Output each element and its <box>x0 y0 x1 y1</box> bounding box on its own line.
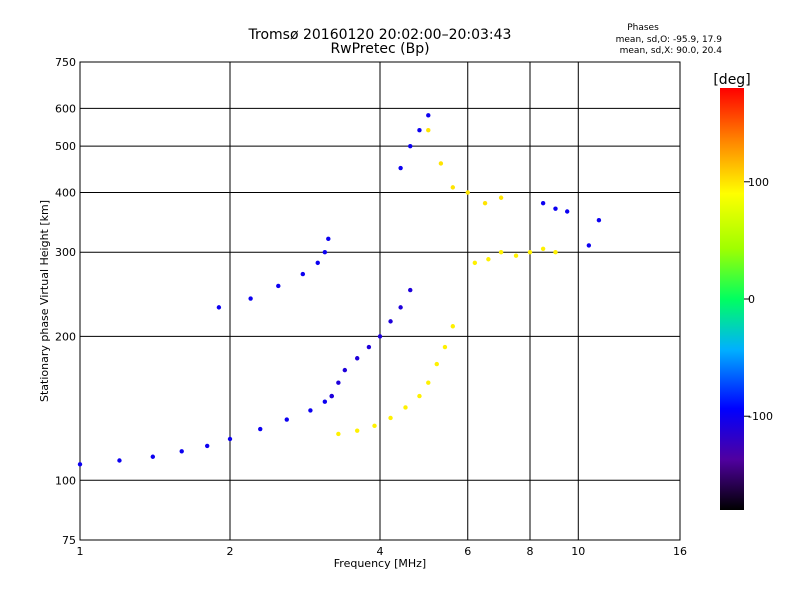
data-point <box>377 334 383 339</box>
data-point <box>366 344 372 350</box>
data-points <box>77 113 602 467</box>
data-point <box>300 271 306 277</box>
data-point <box>284 417 289 422</box>
data-point <box>465 190 470 195</box>
data-point <box>434 361 439 367</box>
data-point <box>258 426 263 432</box>
y-tick-label: 100 <box>55 474 76 487</box>
data-point <box>77 462 83 467</box>
colorbar: [deg] 100 0 -100 <box>713 72 773 510</box>
data-point <box>354 356 360 361</box>
x-tick-label: 16 <box>673 545 687 558</box>
data-point <box>398 165 403 171</box>
data-point <box>564 209 570 214</box>
y-axis-label: Stationary phase Virtual Height [km] <box>38 200 51 402</box>
data-point <box>540 200 546 206</box>
x-tick-label: 6 <box>464 545 471 558</box>
data-point <box>336 380 341 385</box>
x-axis-label: Frequency [MHz] <box>334 557 426 570</box>
data-point <box>417 127 422 133</box>
data-point <box>388 319 393 324</box>
data-point <box>322 399 328 404</box>
data-point <box>179 449 184 454</box>
data-point <box>248 296 253 301</box>
data-point <box>354 428 360 433</box>
data-point <box>403 405 408 410</box>
chart-subtitle: RwPretec (Bp) <box>330 41 429 57</box>
data-point <box>329 393 334 399</box>
data-point <box>513 253 519 258</box>
chart-title: Tromsø 20160120 20:02:00–20:03:43 <box>248 27 512 43</box>
grid-lines <box>80 62 680 540</box>
data-point <box>216 305 222 310</box>
colorbar-tick-label: 100 <box>748 176 769 189</box>
y-tick-label: 600 <box>55 102 76 115</box>
data-point <box>417 393 422 399</box>
y-tick-label: 300 <box>55 246 76 259</box>
data-point <box>372 423 377 429</box>
data-point <box>553 206 558 211</box>
x-tick-label: 1 <box>77 545 84 558</box>
data-point <box>322 250 328 255</box>
data-point <box>426 380 431 385</box>
data-point <box>498 250 504 255</box>
x-tick-label: 2 <box>227 545 234 558</box>
colorbar-gradient <box>720 88 744 510</box>
y-tick-label: 200 <box>55 330 76 343</box>
y-tick-label: 750 <box>55 56 76 69</box>
y-tick-label: 400 <box>55 186 76 199</box>
data-point <box>586 243 592 248</box>
data-point <box>498 195 504 200</box>
data-point <box>227 436 233 442</box>
data-point <box>204 443 210 449</box>
data-point <box>408 287 413 293</box>
data-point <box>482 200 488 206</box>
data-point <box>426 127 431 133</box>
data-point <box>426 113 431 118</box>
data-point <box>315 260 320 266</box>
x-axis-ticks: 1 2 4 6 8 10 16 <box>77 545 688 558</box>
data-point <box>408 143 413 149</box>
data-point <box>553 250 558 255</box>
data-point <box>472 260 478 266</box>
colorbar-tick-label: -100 <box>748 410 773 423</box>
data-point <box>450 185 456 190</box>
data-point <box>117 458 122 463</box>
y-tick-label: 75 <box>62 534 76 547</box>
data-point <box>336 431 341 437</box>
data-point <box>150 454 156 459</box>
data-point <box>326 236 331 242</box>
data-point <box>527 250 533 255</box>
y-axis-ticks: 75 100 200 300 400 500 600 750 <box>55 56 76 547</box>
x-tick-label: 4 <box>377 545 384 558</box>
data-point <box>388 415 393 421</box>
colorbar-label: [deg] <box>713 72 750 88</box>
x-tick-label: 10 <box>571 545 585 558</box>
data-point <box>398 305 403 310</box>
phases-line-x: mean, sd,X: 90.0, 20.4 <box>620 46 723 56</box>
data-point <box>450 324 456 329</box>
x-tick-label: 8 <box>527 545 534 558</box>
data-point <box>596 218 602 223</box>
data-point <box>342 367 348 373</box>
data-point <box>442 344 448 350</box>
colorbar-ticks: 100 0 -100 <box>744 176 773 423</box>
phases-title: Phases <box>627 23 659 33</box>
data-point <box>276 283 281 289</box>
data-point <box>308 408 313 413</box>
data-point <box>438 161 444 166</box>
y-tick-label: 500 <box>55 140 76 153</box>
phases-line-o: mean, sd,O: -95.9, 17.9 <box>616 35 723 45</box>
data-point <box>540 246 546 251</box>
data-point <box>486 257 491 262</box>
colorbar-tick-label: 0 <box>748 293 755 306</box>
